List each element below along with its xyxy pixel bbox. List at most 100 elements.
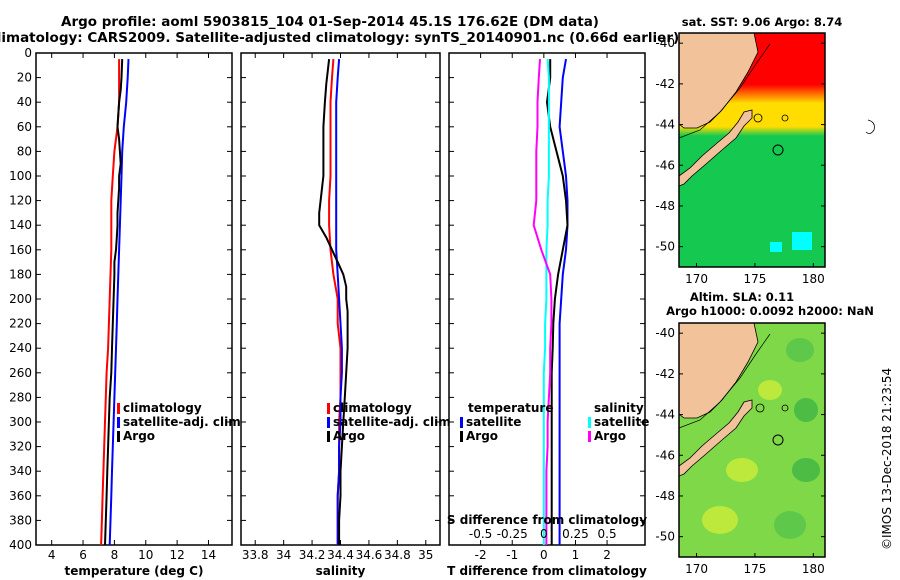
legend-label: satellite-adj. clim. — [333, 415, 455, 429]
map-y-tick-label: -50 — [655, 530, 675, 544]
legend-label: climatology — [123, 401, 202, 415]
sst-map: sat. SST: 9.06 Argo: 8.74 170 175 180 -40 -4… — [655, 15, 877, 286]
sla-depth-contour — [679, 333, 771, 429]
map-y-tick-label: -48 — [655, 199, 675, 213]
argo-position-marker — [772, 434, 784, 446]
south-island-coast — [679, 399, 753, 477]
y-tick-label: 280 — [9, 390, 32, 404]
y-tick-label: 220 — [9, 317, 32, 331]
series-line-argo — [318, 58, 349, 545]
x-tick-label: 4 — [48, 548, 56, 562]
legend-swatch — [460, 431, 463, 442]
legend-heading-temperature: temperature — [468, 401, 553, 415]
legend-swatch — [327, 403, 330, 414]
difference-panel: -2 -1 0 1 2 T difference from climatology temp… — [447, 52, 649, 578]
series-line-s-argo — [532, 59, 553, 545]
x-tick-label: 14 — [201, 548, 216, 562]
x2-tick-label: -0.25 — [497, 527, 528, 541]
y-tick-label: 380 — [9, 513, 32, 527]
sla-anomaly-blob — [794, 398, 818, 422]
seamount-contour — [753, 113, 763, 123]
x-tick-label: 34 — [276, 548, 291, 562]
x-tick-label: -1 — [506, 548, 518, 562]
series-line-t-argo — [545, 59, 569, 545]
map-y-tick-label: -46 — [655, 158, 675, 172]
map-y-tick-label: -44 — [655, 118, 675, 132]
x-tick-label: 35 — [418, 548, 433, 562]
x-tick-label: 10 — [138, 548, 153, 562]
map-y-tick-label: -40 — [655, 326, 675, 340]
series-line-satellite-adj-clim- — [108, 59, 130, 546]
legend-swatch — [460, 417, 463, 428]
seamount-contour — [781, 404, 789, 412]
sla-anomaly-blob — [726, 458, 758, 482]
sst-blank-area — [825, 33, 877, 267]
legend-swatch — [117, 403, 120, 414]
map-y-tick-label: -48 — [655, 489, 675, 503]
sst-depth-contour — [679, 43, 771, 139]
y-tick-label: 340 — [9, 464, 32, 478]
sla-map: Altim. SLA: 0.11 Argo h1000: 0.0092 h200… — [655, 290, 877, 576]
x-tick-label: 33.8 — [242, 548, 269, 562]
y-tick-label: 160 — [9, 243, 32, 257]
diff-xlabel2: S difference from climatology — [447, 513, 647, 527]
legend-label: satellite — [594, 415, 649, 429]
map-x-tick-label: 175 — [743, 272, 766, 286]
y-tick-label: 120 — [9, 194, 32, 208]
y-tick-label: 240 — [9, 341, 32, 355]
map-x-tick-label: 180 — [802, 272, 825, 286]
y-tick-label: 40 — [17, 95, 32, 109]
legend-label: satellite — [466, 415, 521, 429]
map-x-tick-label: 170 — [685, 562, 708, 576]
x2-tick-label: 0.25 — [562, 527, 589, 541]
series-line-climatology — [100, 59, 121, 546]
legend-label: Argo — [123, 429, 155, 443]
y-tick-label: 300 — [9, 415, 32, 429]
y-tick-label: 60 — [17, 120, 32, 134]
x-tick-label: 34.2 — [299, 548, 326, 562]
y-tick-label: 20 — [17, 71, 32, 85]
difference-xlabel: T difference from climatology — [447, 564, 647, 578]
legend-swatch — [117, 431, 120, 442]
salinity-panel: 33.8 34 34.2 34.4 34.6 34.8 35 salinity climatol… — [240, 52, 455, 578]
copyright-stamp: ©IMOS 13-Dec-2018 21:23:54 — [880, 368, 894, 550]
sst-map-frame — [678, 32, 826, 268]
series-line-t-satellite — [558, 58, 569, 545]
legend-label: Argo — [333, 429, 365, 443]
y-tick-label: 100 — [9, 169, 32, 183]
sla-map-subtitle: Argo h1000: 0.0092 h2000: NaN — [666, 304, 874, 318]
map-x-tick-label: 175 — [743, 562, 766, 576]
sla-blank-area — [825, 323, 877, 557]
legend-heading-salinity: salinity — [594, 401, 644, 415]
y-tick-label: 200 — [9, 292, 32, 306]
x2-tick-label: 0.5 — [598, 527, 617, 541]
map-y-tick-label: -50 — [655, 240, 675, 254]
sla-anomaly-blob — [792, 458, 820, 482]
sla-map-title: Altim. SLA: 0.11 — [690, 290, 794, 304]
map-y-tick-label: -42 — [655, 367, 675, 381]
seamount-contour — [755, 403, 765, 413]
legend-label: satellite-adj. clim. — [123, 415, 245, 429]
temperature-panel: 4 6 8 10 12 140204060801001201401601802002202… — [9, 46, 245, 578]
legend-swatch — [327, 417, 330, 428]
legend-label: climatology — [333, 401, 412, 415]
x2-tick-label: -0.5 — [469, 527, 492, 541]
legend-label: Argo — [594, 429, 626, 443]
salinity-xlabel: salinity — [316, 564, 366, 578]
south-island-coast — [679, 109, 753, 187]
legend-swatch — [327, 431, 330, 442]
x-tick-label: 12 — [169, 548, 184, 562]
x-tick-label: 2 — [603, 548, 611, 562]
figure-title-line1: Argo profile: aoml 5903815_104 01-Sep-20… — [61, 14, 599, 30]
x-tick-label: 34.4 — [327, 548, 354, 562]
y-tick-label: 140 — [9, 218, 32, 232]
map-y-tick-label: -44 — [655, 408, 675, 422]
y-tick-label: 320 — [9, 440, 32, 454]
sla-anomaly-blob — [702, 506, 738, 534]
figure-title-line2: Climatology: CARS2009. Satellite-adjuste… — [0, 30, 679, 46]
x-tick-label: 0 — [540, 548, 548, 562]
map-y-tick-label: -40 — [655, 36, 675, 50]
temperature-xlabel: temperature (deg C) — [65, 564, 204, 578]
sla-anomaly-blob — [758, 380, 782, 400]
y-tick-label: 260 — [9, 366, 32, 380]
